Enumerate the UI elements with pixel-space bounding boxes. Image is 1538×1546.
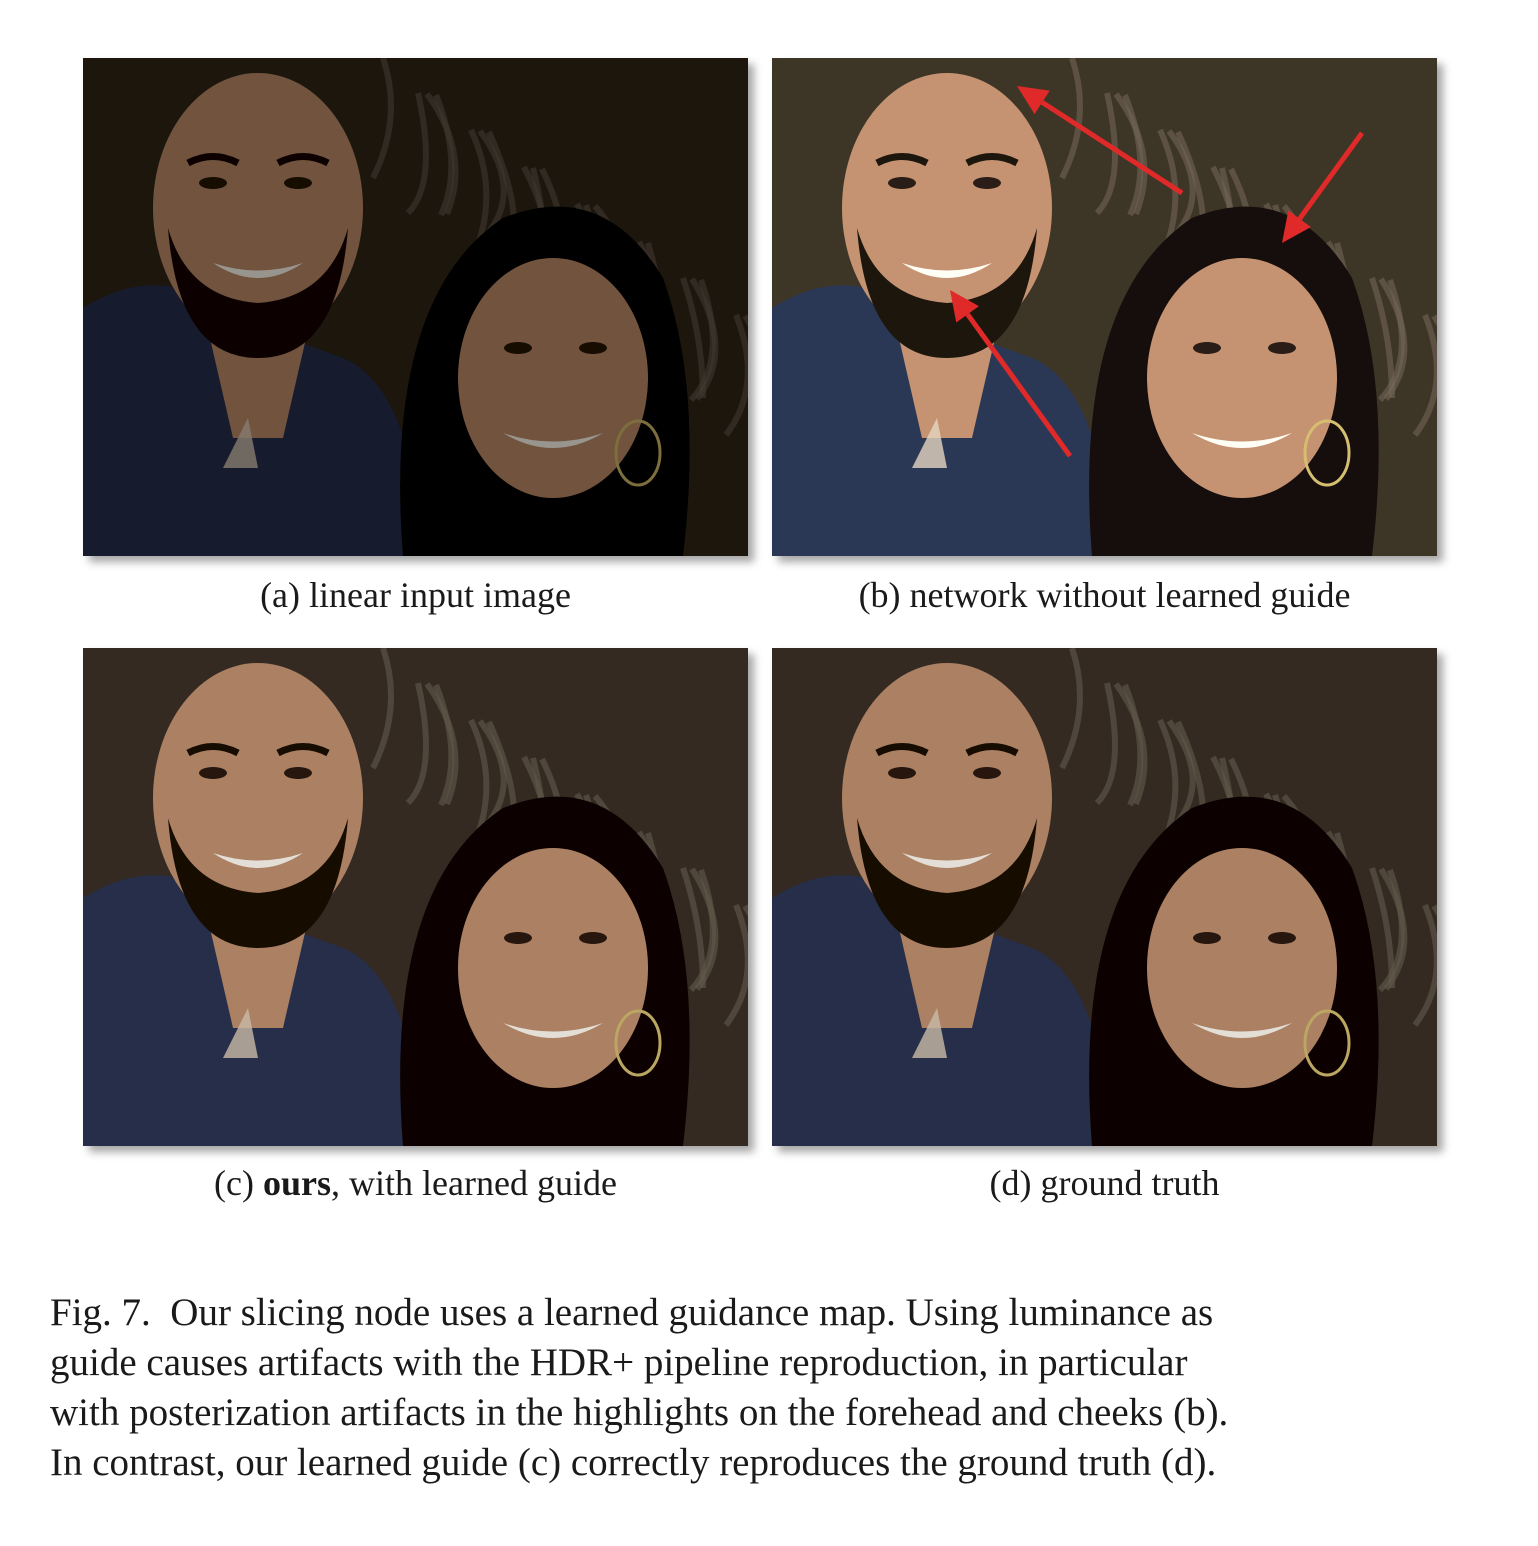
subcaption-c-prefix: (c) [214, 1163, 264, 1203]
annotation-arrow-line [1040, 100, 1184, 196]
photo-illustration [83, 648, 748, 1146]
caption-line-1: Our slicing node uses a learned guidance… [170, 1291, 1214, 1334]
scene-group [83, 648, 748, 1146]
subcaption-c: (c) ours, with learned guide [83, 1162, 748, 1204]
annotation-arrow-head [950, 290, 979, 323]
subcaption-d: (d) ground truth [989, 1163, 1220, 1203]
caption-line-3: with posterization artifacts in the high… [50, 1391, 1229, 1434]
figure-label: Fig. 7. [50, 1291, 151, 1334]
scene-group [83, 58, 748, 556]
scene-group [772, 58, 1437, 556]
subcaption-b: (b) network without learned guide [858, 575, 1351, 615]
annotation-arrow-line [1297, 131, 1365, 221]
photo-illustration [772, 648, 1437, 1146]
caption-line-2: guide causes artifacts with the HDR+ pip… [50, 1341, 1188, 1384]
annotation-arrow-head [1282, 210, 1311, 243]
annotation-arrow-line [965, 312, 1073, 458]
photo-without-learned-guide [772, 58, 1437, 556]
photo-linear-input [83, 58, 748, 556]
figure-caption: Fig. 7. Our slicing node uses a learned … [50, 1288, 1490, 1488]
subcaption-c-bold: ours [263, 1163, 332, 1203]
photo-ours-learned-guide [83, 648, 748, 1146]
subcaption-a: (a) linear input image [260, 575, 571, 615]
photo-illustration [772, 58, 1437, 556]
scene-group [772, 648, 1437, 1146]
subcaption-c-suffix: , with learned guide [331, 1163, 617, 1203]
photo-illustration [83, 58, 748, 556]
caption-line-4: In contrast, our learned guide (c) corre… [50, 1441, 1217, 1484]
annotation-arrow-head [1017, 86, 1050, 115]
photo-ground-truth [772, 648, 1437, 1146]
